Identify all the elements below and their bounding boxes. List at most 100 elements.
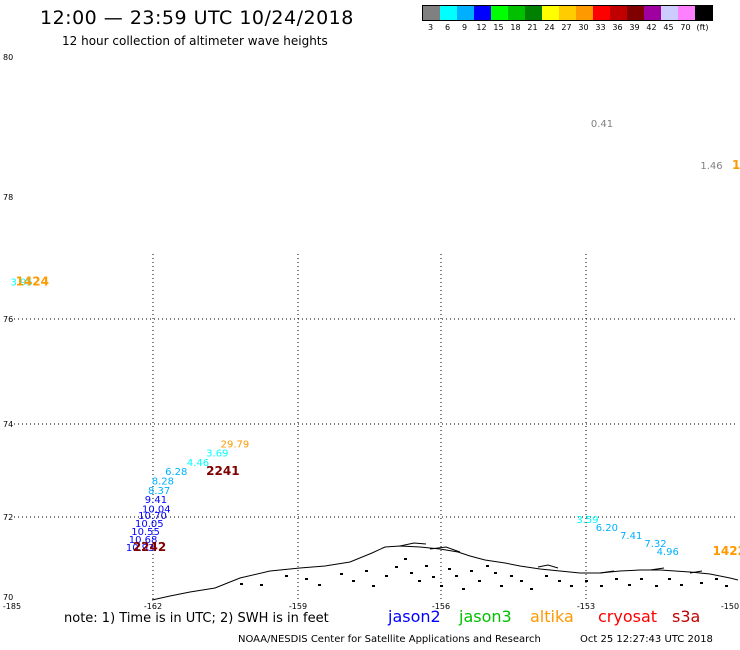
wave-height-label: 29.79 — [221, 439, 250, 450]
legend-swatch — [661, 6, 678, 20]
legend-tick: 9 — [461, 23, 468, 32]
lake-marker — [655, 585, 658, 587]
lake-marker — [700, 582, 703, 584]
lake-marker — [385, 575, 388, 577]
observation-labels: 0.411.46123.95142429.793.694.4622416.288… — [11, 119, 740, 558]
pass-time-label: 1422 — [713, 544, 740, 558]
pass-time-label: 12 — [732, 158, 740, 172]
legend-tick: 39 — [629, 23, 640, 32]
lon-tick-label: -159 — [289, 602, 307, 611]
satellite-name-jason2: jason2 — [388, 607, 441, 626]
lake-marker — [372, 585, 375, 587]
legend-swatch — [508, 6, 525, 20]
legend-tick: 30 — [578, 23, 589, 32]
lake-marker — [640, 578, 643, 580]
legend-swatch — [678, 6, 695, 20]
legend-tick: 12 — [476, 23, 487, 32]
wave-height-label: 10.70 — [138, 511, 167, 522]
lake-marker — [425, 565, 428, 567]
legend-tick: 15 — [493, 23, 504, 32]
wave-height-label: 1.46 — [700, 161, 722, 172]
wave-height-label: 8.28 — [152, 476, 174, 487]
lat-lon-grid — [14, 254, 738, 600]
lat-tick-label: 74 — [3, 420, 13, 429]
lake-marker — [494, 572, 497, 574]
lake-marker — [486, 565, 489, 567]
legend-swatch — [542, 6, 559, 20]
legend-swatch — [644, 6, 661, 20]
legend-swatch — [423, 6, 440, 20]
legend-swatch — [474, 6, 491, 20]
lake-marker — [440, 585, 443, 587]
wave-height-label: 10.68 — [129, 535, 158, 546]
lake-marker — [520, 580, 523, 582]
satellite-name-altika: altika — [530, 607, 574, 626]
lake-marker — [600, 585, 603, 587]
legend-tick: 24 — [544, 23, 555, 32]
wave-height-label: 4.96 — [657, 547, 679, 558]
legend-tick: 36 — [612, 23, 623, 32]
legend-tick: 45 — [663, 23, 674, 32]
lake-marker — [715, 578, 718, 580]
pass-time-label: 2241 — [206, 464, 239, 478]
lake-marker — [305, 578, 308, 580]
legend-swatch — [525, 6, 542, 20]
lon-tick-label: -153 — [577, 602, 595, 611]
legend-tick: 70 — [680, 23, 691, 32]
legend-tick: 27 — [561, 23, 572, 32]
lake-marker — [558, 580, 561, 582]
wave-height-label: 9.41 — [145, 495, 167, 506]
wave-height-label: 10.05 — [135, 519, 164, 530]
legend-tick: (ft) — [696, 23, 709, 32]
legend-tick: 18 — [510, 23, 521, 32]
wave-height-label: 3.95 — [11, 277, 33, 288]
lon-tick-label: -150 — [721, 602, 739, 611]
lake-marker — [352, 580, 355, 582]
legend-swatch — [457, 6, 474, 20]
map-subtitle: 12 hour collection of altimeter wave hei… — [62, 34, 328, 48]
lake-marker — [628, 584, 631, 586]
legend-tick: 3 — [427, 23, 434, 32]
lake-marker — [725, 585, 728, 587]
lat-tick-label: 80 — [3, 53, 13, 62]
lake-marker — [340, 573, 343, 575]
legend-swatch — [627, 6, 644, 20]
legend-swatch — [593, 6, 610, 20]
wave-height-label: 6.20 — [596, 523, 618, 534]
map-title: 12:00 — 23:59 UTC 10/24/2018 — [40, 7, 354, 29]
wave-height-label: 10.04 — [142, 504, 171, 515]
satellite-name-cryosat: cryosat — [598, 607, 658, 626]
lake-marker — [668, 578, 671, 580]
wave-height-color-legend: 3 6 9 12 15 18 21 24 27 30 33 36 39 42 45 70 (ft) — [422, 5, 713, 32]
credit-line: NOAA/NESDIS Center for Satellite Applica… — [238, 634, 541, 645]
lake-marker — [418, 580, 421, 582]
lon-tick-label: -156 — [432, 602, 450, 611]
wave-height-label: 4.46 — [187, 458, 209, 469]
legend-swatch — [440, 6, 457, 20]
lon-tick-label: -162 — [144, 602, 162, 611]
lake-marker — [455, 575, 458, 577]
lake-marker — [240, 583, 243, 585]
footnote: note: 1) Time is in UTC; 2) SWH is in fe… — [64, 611, 329, 626]
lake-marker — [510, 575, 513, 577]
legend-swatches — [422, 5, 713, 21]
wave-height-label: 6.28 — [165, 467, 187, 478]
wave-height-label: 3.59 — [576, 515, 598, 526]
wave-height-label: 10.93 — [126, 543, 155, 554]
lake-marker — [585, 580, 588, 582]
wave-height-label: 10.55 — [131, 527, 160, 538]
legend-swatch — [491, 6, 508, 20]
lake-marker — [285, 575, 288, 577]
lake-marker — [478, 580, 481, 582]
lake-marker — [570, 585, 573, 587]
legend-tick: 42 — [646, 23, 657, 32]
barrier-islands — [399, 542, 703, 574]
wave-height-label: 7.32 — [644, 539, 666, 550]
lake-marker — [615, 578, 618, 580]
legend-tick: 21 — [527, 23, 538, 32]
lat-tick-label: 78 — [3, 193, 13, 202]
legend-swatch — [576, 6, 593, 20]
lon-tick-label: -185 — [3, 602, 21, 611]
